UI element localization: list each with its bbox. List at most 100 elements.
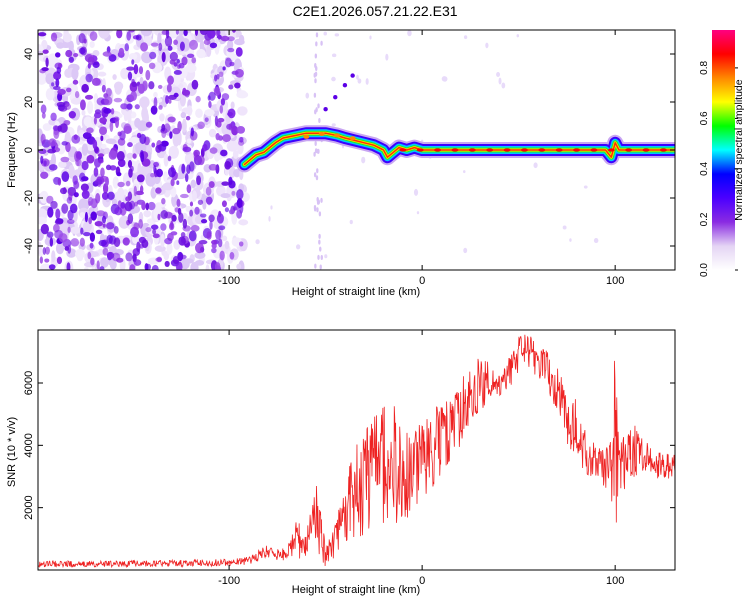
noise-blob-light [179,92,187,107]
noise-blob [224,160,231,170]
noise-blob [93,112,102,119]
speckle-blob [320,40,323,46]
noise-blob-light [38,241,42,255]
noise-blob [168,99,172,104]
noise-blob [218,225,226,231]
noise-blob-light [238,34,245,44]
snr-x-axis-title: Height of straight line (km) [292,584,420,596]
noise-blob-light [141,106,149,121]
noise-blob [209,220,213,230]
noise-blob [222,134,231,143]
spectrogram-y-tick-label: -20 [23,190,35,206]
noise-blob [165,95,169,105]
noise-blob [147,201,156,211]
noise-blob [151,264,159,270]
noise-blob [208,214,215,223]
noise-blob-light [129,193,141,203]
ridge-hotspot [486,148,494,152]
noise-blob [139,133,147,145]
colorbar-ticks: 0.0 0.2 0.4 0.6 0.8 [699,61,738,277]
noise-blob-light [214,152,220,162]
noise-blob [94,220,103,227]
speckle-blob [365,78,369,85]
noise-blob [102,51,112,57]
noise-blob [64,246,70,251]
snr-x-ticks: -100 0 100 [218,330,624,587]
noise-blob [67,209,74,221]
noise-blob-light [185,63,197,73]
noise-blob-light [232,149,239,159]
noise-blob [42,49,49,54]
noise-blob [41,112,46,119]
noise-blob [98,239,107,247]
noise-blob [103,96,113,106]
ridge-hotspot [416,148,424,152]
noise-blob [113,97,123,103]
spectrogram-y-axis-title: Frequency (Hz) [6,112,18,188]
noise-blob-light [116,187,125,201]
noise-blob [178,236,186,246]
noise-blob-light [186,138,192,144]
snr-y-ticks: 2000 4000 6000 [23,371,675,520]
noise-blob [148,81,155,90]
noise-blob [93,116,97,125]
noise-blob-light [154,245,166,252]
noise-blob [189,39,199,50]
noise-blob [185,173,189,183]
noise-blob [40,155,44,164]
speckle-blob [313,92,317,98]
speckle-blob [313,151,316,157]
noise-blob-light [196,48,206,59]
noise-blob-light [126,152,134,159]
noise-blob [152,229,157,235]
noise-blob [78,47,86,55]
speckle-blob [315,32,319,38]
colorbar-gradient [712,30,735,270]
speckle-blob [331,76,336,82]
speckle-blob [331,53,337,58]
noise-blob [160,210,168,219]
noise-blob-light [227,39,234,51]
noise-blob [167,116,176,123]
noise-blob [86,127,94,134]
noise-blob [150,224,159,230]
speckle-blob [361,156,366,164]
noise-blob [141,158,151,167]
noise-blob [193,151,199,161]
noise-blob [127,160,133,168]
noise-blob-light [239,169,244,181]
noise-blob [133,259,142,266]
noise-blob [133,201,139,207]
noise-blob [164,260,170,267]
noise-blob-light [176,130,182,146]
noise-blob [47,148,57,154]
speckle-blob [562,225,567,230]
noise-blob [137,83,145,94]
noise-blob [194,30,199,36]
streak-blob [350,73,355,78]
noise-blob [170,231,178,236]
noise-blob-light [112,176,119,189]
noise-blob [211,247,217,254]
noise-blob [118,47,125,56]
noise-blob-light [208,128,217,138]
noise-blob [48,264,56,270]
noise-blob [239,136,244,143]
snr-y-tick-label: 2000 [23,495,35,519]
noise-blob [166,83,172,93]
noise-blob [151,142,156,148]
noise-blob-light [105,138,117,144]
speckle-blob [331,123,336,127]
speckle-blob [569,238,572,242]
streak-blob [323,107,328,112]
noise-blob [189,201,194,207]
noise-blob [94,179,103,185]
noise-blob [55,78,60,87]
noise-blob-light [114,83,122,95]
noise-blob [92,61,100,68]
noise-blob [105,176,109,187]
noise-blob [227,47,235,53]
ridge-hotspot [334,133,341,138]
noise-blob [195,95,201,103]
noise-blob [155,187,162,194]
